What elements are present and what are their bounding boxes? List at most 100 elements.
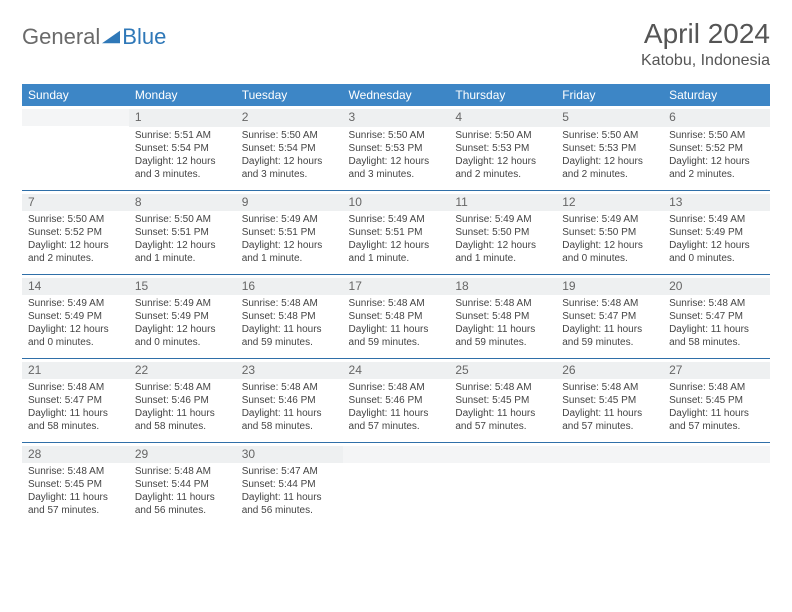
calendar-day-cell: 23Sunrise: 5:48 AMSunset: 5:46 PMDayligh…	[236, 358, 343, 442]
logo-triangle-icon	[102, 30, 120, 44]
calendar-day-cell: 15Sunrise: 5:49 AMSunset: 5:49 PMDayligh…	[129, 274, 236, 358]
calendar-day-cell: 22Sunrise: 5:48 AMSunset: 5:46 PMDayligh…	[129, 358, 236, 442]
empty-day-strip	[556, 446, 663, 463]
calendar-day-cell: 26Sunrise: 5:48 AMSunset: 5:45 PMDayligh…	[556, 358, 663, 442]
day-info: Sunrise: 5:48 AMSunset: 5:46 PMDaylight:…	[135, 381, 230, 433]
day-info: Sunrise: 5:49 AMSunset: 5:51 PMDaylight:…	[242, 213, 337, 265]
day-number: 12	[556, 194, 663, 212]
empty-day-strip	[449, 446, 556, 463]
calendar-day-cell: 16Sunrise: 5:48 AMSunset: 5:48 PMDayligh…	[236, 274, 343, 358]
day-header: Friday	[556, 84, 663, 106]
day-info: Sunrise: 5:48 AMSunset: 5:45 PMDaylight:…	[562, 381, 657, 433]
calendar-day-cell: 18Sunrise: 5:48 AMSunset: 5:48 PMDayligh…	[449, 274, 556, 358]
calendar-day-cell: 25Sunrise: 5:48 AMSunset: 5:45 PMDayligh…	[449, 358, 556, 442]
logo: General Blue	[22, 18, 166, 50]
calendar-day-cell: 6Sunrise: 5:50 AMSunset: 5:52 PMDaylight…	[663, 106, 770, 190]
day-number: 15	[129, 278, 236, 296]
day-number: 28	[22, 446, 129, 464]
calendar-day-cell: 5 Sunrise: 5:50 AMSunset: 5:53 PMDaylight…	[556, 106, 663, 190]
calendar-day-cell: 24Sunrise: 5:48 AMSunset: 5:46 PMDayligh…	[343, 358, 450, 442]
empty-day-strip	[343, 446, 450, 463]
day-header: Wednesday	[343, 84, 450, 106]
day-number: 8	[129, 194, 236, 212]
day-info: Sunrise: 5:47 AMSunset: 5:44 PMDaylight:…	[242, 465, 337, 517]
logo-text-blue: Blue	[122, 24, 166, 50]
day-number: 16	[236, 278, 343, 296]
day-number: 3	[343, 109, 450, 127]
day-info: Sunrise: 5:48 AMSunset: 5:47 PMDaylight:…	[669, 297, 764, 349]
calendar-header-row: Sunday Monday Tuesday Wednesday Thursday…	[22, 84, 770, 106]
day-header: Sunday	[22, 84, 129, 106]
calendar-week-row: 21Sunrise: 5:48 AMSunset: 5:47 PMDayligh…	[22, 358, 770, 442]
calendar-day-cell: 11Sunrise: 5:49 AMSunset: 5:50 PMDayligh…	[449, 190, 556, 274]
calendar-day-cell: 19Sunrise: 5:48 AMSunset: 5:47 PMDayligh…	[556, 274, 663, 358]
calendar-day-cell: 14Sunrise: 5:49 AMSunset: 5:49 PMDayligh…	[22, 274, 129, 358]
calendar-day-cell: 28Sunrise: 5:48 AMSunset: 5:45 PMDayligh…	[22, 442, 129, 526]
calendar-day-cell: 20Sunrise: 5:48 AMSunset: 5:47 PMDayligh…	[663, 274, 770, 358]
day-number: 10	[343, 194, 450, 212]
day-number: 7	[22, 194, 129, 212]
calendar-day-cell	[663, 442, 770, 526]
day-info: Sunrise: 5:50 AMSunset: 5:53 PMDaylight:…	[562, 129, 657, 181]
empty-day-strip	[22, 109, 129, 126]
day-info: Sunrise: 5:48 AMSunset: 5:47 PMDaylight:…	[562, 297, 657, 349]
day-info: Sunrise: 5:48 AMSunset: 5:45 PMDaylight:…	[669, 381, 764, 433]
calendar-week-row: 1 Sunrise: 5:51 AMSunset: 5:54 PMDaylight…	[22, 106, 770, 190]
calendar-week-row: 7Sunrise: 5:50 AMSunset: 5:52 PMDaylight…	[22, 190, 770, 274]
day-info: Sunrise: 5:48 AMSunset: 5:48 PMDaylight:…	[349, 297, 444, 349]
day-info: Sunrise: 5:48 AMSunset: 5:45 PMDaylight:…	[455, 381, 550, 433]
day-header: Thursday	[449, 84, 556, 106]
day-number: 1	[129, 109, 236, 127]
day-number: 19	[556, 278, 663, 296]
calendar-day-cell: 8Sunrise: 5:50 AMSunset: 5:51 PMDaylight…	[129, 190, 236, 274]
title-block: April 2024 Katobu, Indonesia	[641, 18, 770, 70]
day-number: 29	[129, 446, 236, 464]
day-number: 14	[22, 278, 129, 296]
day-number: 4	[449, 109, 556, 127]
calendar-day-cell: 1 Sunrise: 5:51 AMSunset: 5:54 PMDaylight…	[129, 106, 236, 190]
calendar-day-cell	[556, 442, 663, 526]
day-number: 21	[22, 362, 129, 380]
day-info: Sunrise: 5:48 AMSunset: 5:48 PMDaylight:…	[242, 297, 337, 349]
logo-text-general: General	[22, 24, 100, 50]
day-number: 17	[343, 278, 450, 296]
calendar-week-row: 28Sunrise: 5:48 AMSunset: 5:45 PMDayligh…	[22, 442, 770, 526]
day-number: 2	[236, 109, 343, 127]
day-info: Sunrise: 5:49 AMSunset: 5:49 PMDaylight:…	[28, 297, 123, 349]
day-info: Sunrise: 5:48 AMSunset: 5:44 PMDaylight:…	[135, 465, 230, 517]
day-number: 24	[343, 362, 450, 380]
day-info: Sunrise: 5:49 AMSunset: 5:51 PMDaylight:…	[349, 213, 444, 265]
day-info: Sunrise: 5:48 AMSunset: 5:45 PMDaylight:…	[28, 465, 123, 517]
day-info: Sunrise: 5:50 AMSunset: 5:51 PMDaylight:…	[135, 213, 230, 265]
day-number: 6	[663, 109, 770, 127]
calendar-day-cell: 12Sunrise: 5:49 AMSunset: 5:50 PMDayligh…	[556, 190, 663, 274]
day-info: Sunrise: 5:50 AMSunset: 5:53 PMDaylight:…	[349, 129, 444, 181]
day-info: Sunrise: 5:48 AMSunset: 5:47 PMDaylight:…	[28, 381, 123, 433]
day-info: Sunrise: 5:49 AMSunset: 5:49 PMDaylight:…	[135, 297, 230, 349]
day-header: Tuesday	[236, 84, 343, 106]
calendar-day-cell: 17Sunrise: 5:48 AMSunset: 5:48 PMDayligh…	[343, 274, 450, 358]
day-number: 30	[236, 446, 343, 464]
day-header: Saturday	[663, 84, 770, 106]
calendar-day-cell: 10Sunrise: 5:49 AMSunset: 5:51 PMDayligh…	[343, 190, 450, 274]
calendar-day-cell: 9Sunrise: 5:49 AMSunset: 5:51 PMDaylight…	[236, 190, 343, 274]
day-info: Sunrise: 5:51 AMSunset: 5:54 PMDaylight:…	[135, 129, 230, 181]
calendar-day-cell: 21Sunrise: 5:48 AMSunset: 5:47 PMDayligh…	[22, 358, 129, 442]
day-number: 26	[556, 362, 663, 380]
day-number: 5	[556, 109, 663, 127]
day-info: Sunrise: 5:48 AMSunset: 5:48 PMDaylight:…	[455, 297, 550, 349]
day-number: 27	[663, 362, 770, 380]
day-info: Sunrise: 5:48 AMSunset: 5:46 PMDaylight:…	[242, 381, 337, 433]
page-header: General Blue April 2024 Katobu, Indonesi…	[22, 18, 770, 70]
calendar-body: 1 Sunrise: 5:51 AMSunset: 5:54 PMDaylight…	[22, 106, 770, 526]
day-info: Sunrise: 5:49 AMSunset: 5:50 PMDaylight:…	[455, 213, 550, 265]
day-info: Sunrise: 5:48 AMSunset: 5:46 PMDaylight:…	[349, 381, 444, 433]
day-number: 25	[449, 362, 556, 380]
calendar-day-cell: 29Sunrise: 5:48 AMSunset: 5:44 PMDayligh…	[129, 442, 236, 526]
calendar-day-cell	[343, 442, 450, 526]
calendar-day-cell: 30Sunrise: 5:47 AMSunset: 5:44 PMDayligh…	[236, 442, 343, 526]
day-number: 20	[663, 278, 770, 296]
calendar-table: Sunday Monday Tuesday Wednesday Thursday…	[22, 84, 770, 526]
location-label: Katobu, Indonesia	[641, 52, 770, 70]
day-info: Sunrise: 5:50 AMSunset: 5:53 PMDaylight:…	[455, 129, 550, 181]
